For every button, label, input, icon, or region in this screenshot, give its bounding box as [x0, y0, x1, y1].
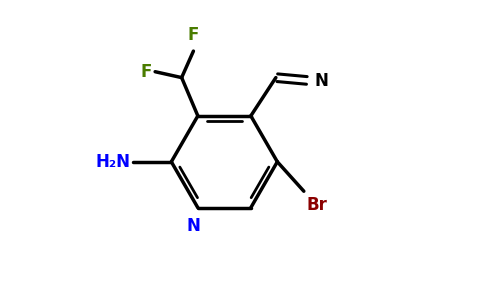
Text: H₂N: H₂N: [95, 153, 130, 171]
Text: N: N: [186, 217, 200, 235]
Text: Br: Br: [307, 196, 328, 214]
Text: F: F: [188, 26, 199, 44]
Text: N: N: [314, 71, 328, 89]
Text: F: F: [141, 63, 152, 81]
